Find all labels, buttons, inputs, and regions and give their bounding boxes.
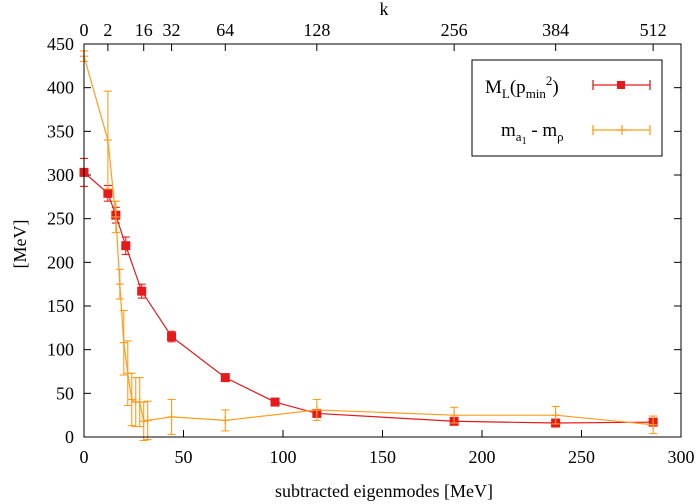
data-point — [221, 416, 229, 424]
top-tick-label: 16 — [135, 20, 153, 40]
data-point — [121, 241, 130, 250]
data-point — [136, 398, 144, 406]
data-point — [168, 413, 176, 421]
y-tick-label: 450 — [47, 34, 74, 54]
data-point — [167, 332, 176, 341]
y-tick-label: 150 — [47, 296, 74, 316]
y-tick-label: 50 — [56, 383, 74, 403]
top-tick-label: 256 — [441, 20, 468, 40]
y-tick-label: 0 — [65, 427, 74, 447]
top-tick-label: 128 — [303, 20, 330, 40]
top-tick-label: 32 — [163, 20, 181, 40]
y-tick-label: 400 — [47, 78, 74, 98]
data-point — [103, 189, 112, 198]
x-tick-label: 150 — [369, 447, 396, 467]
top-tick-label: 512 — [640, 20, 667, 40]
y-tick-label: 250 — [47, 209, 74, 229]
data-point — [137, 287, 146, 296]
data-point — [552, 411, 560, 419]
data-point — [271, 398, 280, 407]
data-point — [120, 339, 128, 347]
legend: ML(pmin2) ma1 - mρ — [472, 60, 662, 156]
data-point — [140, 417, 148, 425]
x-tick-label: 0 — [80, 447, 89, 467]
data-point — [221, 373, 230, 382]
x-axis-label: subtracted eigenmodes [MeV] — [275, 481, 493, 501]
x-tick-label: 50 — [175, 447, 193, 467]
top-tick-label: 384 — [542, 20, 569, 40]
top-tick-label: 64 — [216, 20, 234, 40]
x-tick-label: 250 — [568, 447, 595, 467]
series-1 — [80, 158, 658, 427]
top-tick-label: 2 — [103, 20, 112, 40]
series-1-line — [84, 172, 653, 423]
y-tick-label: 200 — [47, 252, 74, 272]
y-tick-label: 100 — [47, 340, 74, 360]
x-tick-label: 200 — [469, 447, 496, 467]
data-point — [104, 136, 112, 144]
top-tick-label: 0 — [80, 20, 89, 40]
y-tick-label: 300 — [47, 165, 74, 185]
y-axis-label: [MeV] — [10, 220, 30, 269]
x-tick-label: 100 — [270, 447, 297, 467]
x-tick-label: 300 — [668, 447, 695, 467]
legend-box — [472, 60, 662, 156]
data-point — [144, 416, 152, 424]
y-tick-label: 350 — [47, 121, 74, 141]
data-point — [124, 369, 132, 377]
data-point — [116, 280, 124, 288]
top-axis-label: k — [380, 0, 389, 19]
